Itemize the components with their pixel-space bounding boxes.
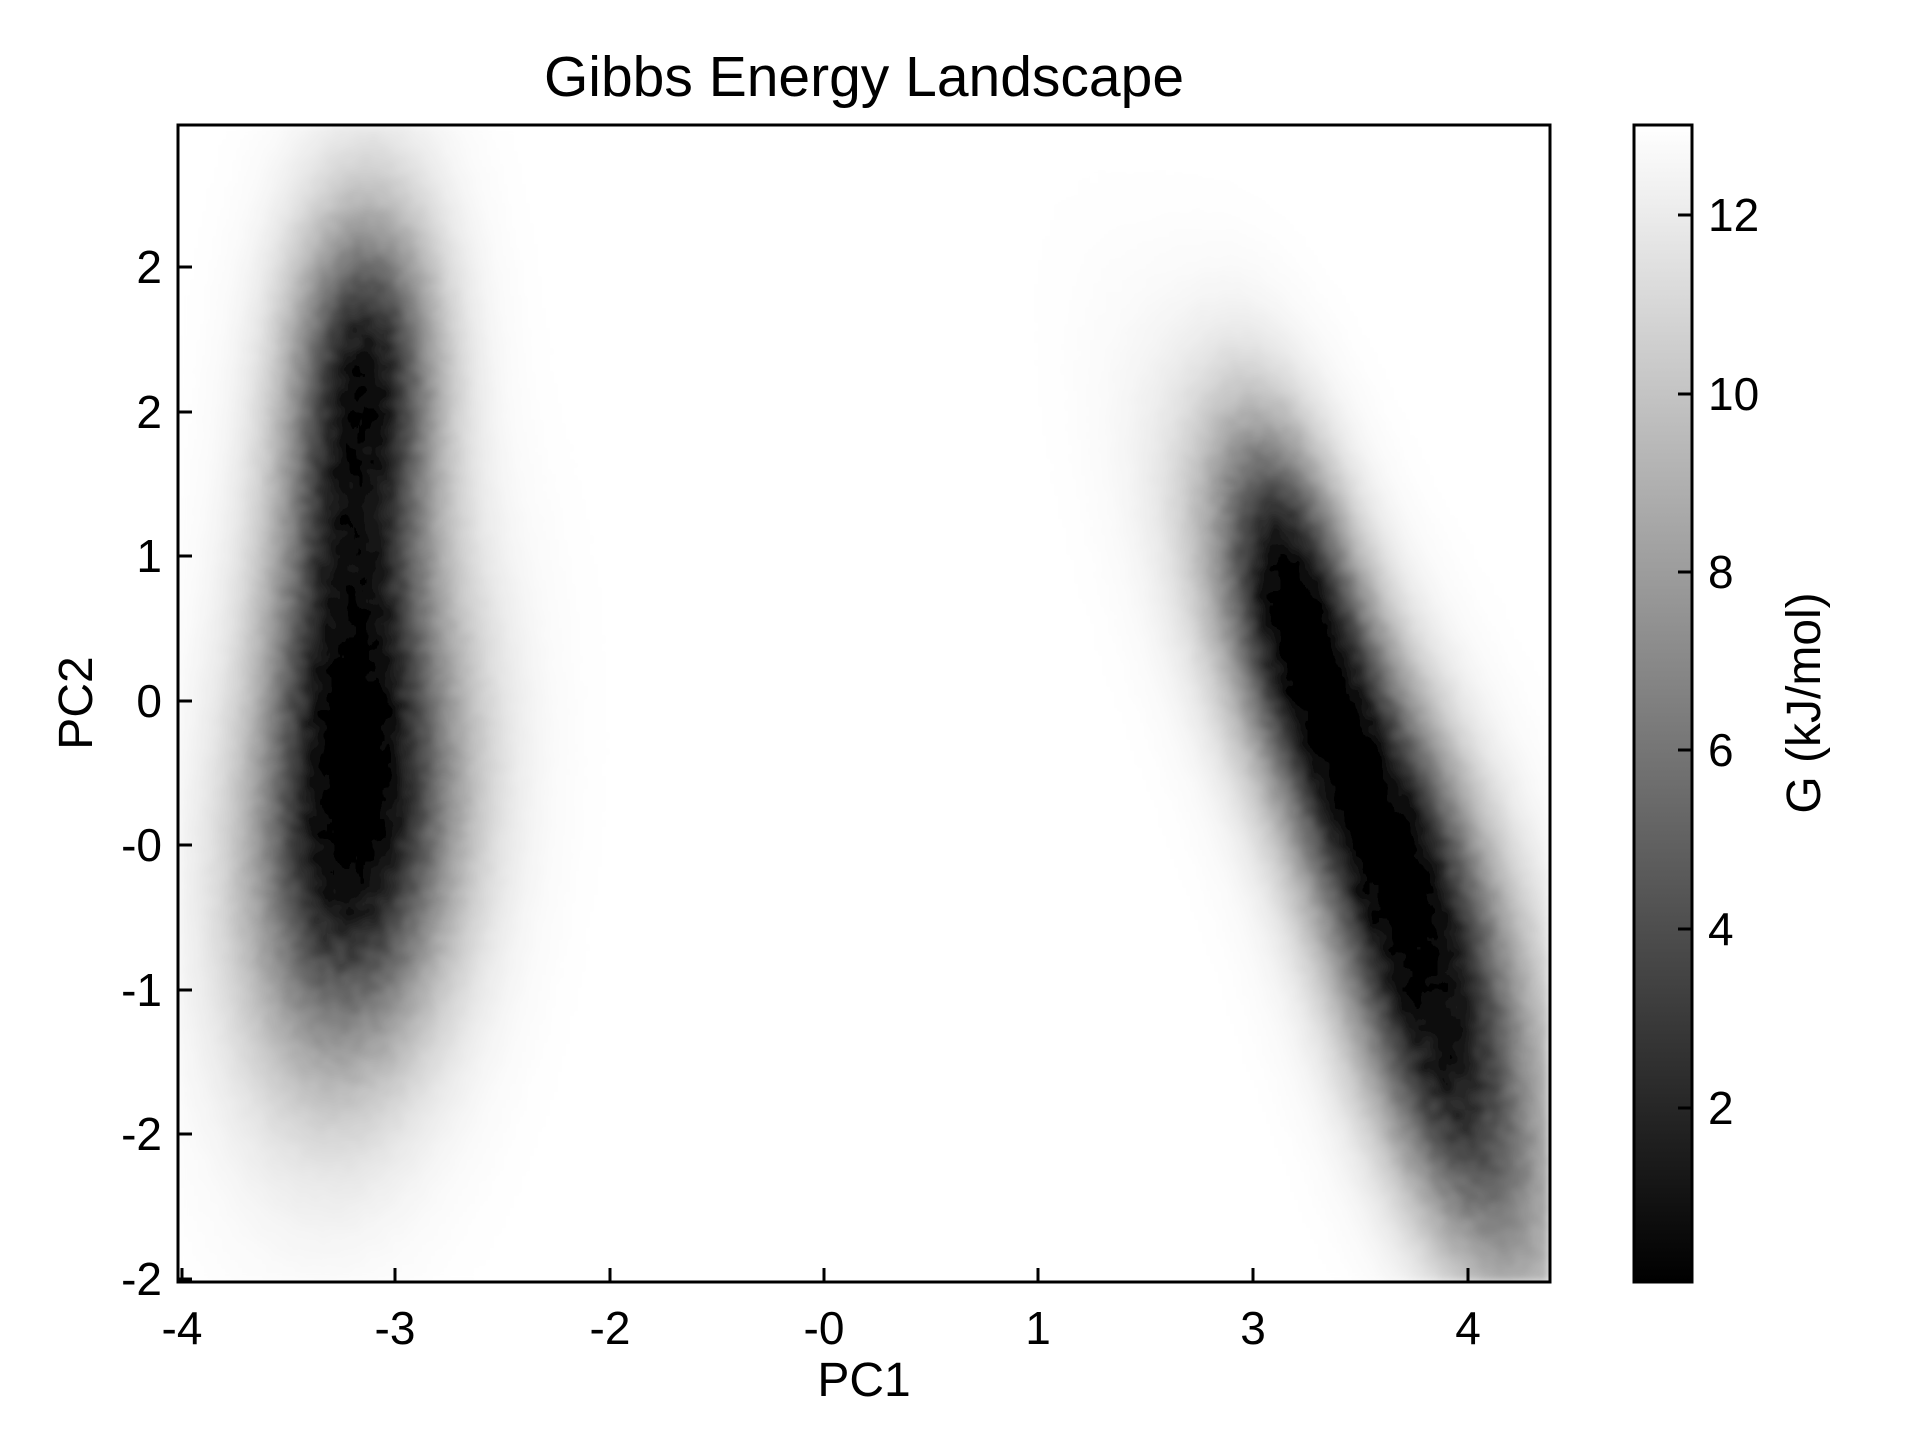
x-tick-label: 1 bbox=[1025, 1302, 1051, 1354]
x-tick-label: -4 bbox=[162, 1302, 203, 1354]
x-axis-label: PC1 bbox=[817, 1354, 910, 1407]
y-tick-label: 0 bbox=[136, 675, 162, 727]
y-tick-label: 1 bbox=[136, 530, 162, 582]
plot-frame bbox=[176, 123, 1552, 1284]
y-tick-label: -0 bbox=[121, 819, 162, 871]
energy-heatmap bbox=[178, 125, 1550, 1282]
y-axis-label: PC2 bbox=[50, 656, 103, 749]
x-axis: -4 -3 -2 -0 1 3 4 bbox=[162, 1268, 1481, 1354]
y-tick-label: -2 bbox=[121, 1108, 162, 1160]
colorbar-tick-label: 4 bbox=[1708, 903, 1734, 955]
colorbar-tick-label: 10 bbox=[1708, 368, 1759, 420]
colorbar-tick-label: 2 bbox=[1708, 1082, 1734, 1134]
x-tick-label: -3 bbox=[375, 1302, 416, 1354]
colorbar-tick-label: 6 bbox=[1708, 724, 1734, 776]
colorbar-tick-label: 8 bbox=[1708, 546, 1734, 598]
y-tick-label: -2 bbox=[121, 1253, 162, 1305]
colorbar-ticks: 2 4 6 8 10 12 bbox=[1678, 189, 1759, 1134]
colorbar-tick-label: 12 bbox=[1708, 189, 1759, 241]
colorbar bbox=[1632, 123, 1694, 1284]
y-axis: -2 -2 -1 -0 0 1 2 2 bbox=[121, 241, 192, 1305]
y-tick-label: -1 bbox=[121, 964, 162, 1016]
x-tick-label: -2 bbox=[590, 1302, 631, 1354]
y-tick-label: 2 bbox=[136, 241, 162, 293]
y-tick-label: 2 bbox=[136, 386, 162, 438]
x-tick-label: 4 bbox=[1455, 1302, 1481, 1354]
x-tick-label: -0 bbox=[804, 1302, 845, 1354]
colorbar-label: G (kJ/mol) bbox=[1778, 592, 1831, 813]
chart-title: Gibbs Energy Landscape bbox=[544, 45, 1184, 109]
x-tick-label: 3 bbox=[1240, 1302, 1266, 1354]
